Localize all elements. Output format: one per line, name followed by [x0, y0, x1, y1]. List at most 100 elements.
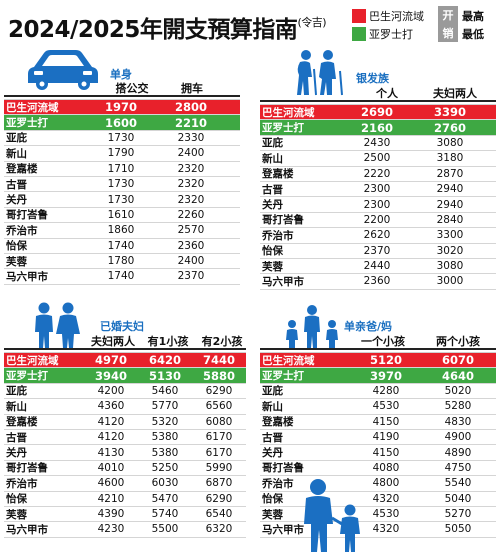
city-name: 巴生河流域 [6, 354, 59, 367]
cost-value: 2940 [436, 198, 464, 211]
panel-married: 已婚夫妇 夫妇两人 有1小孩 有2小孩 巴生河流域 4970 6420 7440 亚罗士… [0, 302, 250, 552]
cost-value: 3300 [436, 229, 464, 242]
table-row: 亚庇 4280 5020 [260, 384, 496, 400]
table-row: 哥打峇鲁 4080 4750 [260, 461, 496, 477]
cost-value: 4830 [444, 415, 472, 428]
city-name: 怡保 [262, 245, 283, 258]
panel-single: 单身 搭公交 拥车 巴生河流域 1970 2800 亚罗士打 1600 2210 亚庇 173… [0, 47, 245, 297]
table-row: 乔治市 2620 3300 [260, 228, 496, 244]
cost-value: 5040 [444, 492, 472, 505]
cost-value: 4120 [97, 431, 125, 444]
cost-value: 6290 [205, 384, 233, 397]
cost-value: 2160 [360, 120, 393, 135]
table-row: 芙蓉 4390 5740 6540 [4, 507, 246, 523]
cost-value: 2760 [433, 120, 466, 135]
cost-value: 4600 [97, 477, 125, 490]
cost-value: 2320 [177, 178, 205, 191]
city-name: 亚庇 [262, 385, 283, 398]
table-row: 怡保 2370 3020 [260, 244, 496, 259]
legend-highest-level: 最高 [462, 10, 484, 23]
title-unit: (令吉) [297, 16, 327, 29]
city-name: 关丹 [6, 447, 27, 460]
parent-child-icon [304, 479, 360, 552]
cost-value: 3940 [94, 368, 127, 383]
cost-value: 5540 [444, 477, 472, 490]
cost-value: 2320 [177, 162, 205, 175]
cost-value: 4230 [97, 523, 125, 536]
cost-value: 4970 [94, 353, 127, 368]
panel-single-parent: 单亲爸/妈 一个小孩 两个小孩 巴生河流域 5120 6070 亚罗士打 3970 464… [256, 302, 501, 552]
cost-value: 3080 [436, 136, 464, 149]
city-name: 关丹 [262, 199, 283, 212]
table-row: 关丹 4150 4890 [260, 445, 496, 461]
table-row: 亚庇 1730 2330 [4, 131, 240, 147]
column-header: 一个小孩 [361, 335, 405, 348]
table-row: 马六甲市 1740 2370 [4, 269, 240, 285]
city-name: 马六甲市 [6, 524, 48, 536]
legend-tag-top: 开 [442, 9, 454, 22]
city-name: 巴生河流域 [262, 354, 315, 367]
city-name: 乔治市 [6, 477, 38, 490]
cost-value: 6290 [205, 492, 233, 505]
cost-value: 4800 [372, 477, 400, 490]
city-name: 亚庇 [262, 137, 283, 150]
city-name: 关丹 [6, 194, 27, 207]
city-name: 登嘉楼 [6, 416, 38, 429]
cost-value: 4150 [372, 446, 400, 459]
cost-value: 1780 [107, 255, 135, 268]
header-rule [260, 348, 496, 350]
table-row: 亚庇 4200 5460 6290 [4, 384, 246, 400]
column-header: 夫妇两人 [433, 87, 477, 100]
cost-value: 3000 [436, 275, 464, 288]
table-single-parent: 巴生河流域 5120 6070 亚罗士打 3970 4640 亚庇 4280 5020 新山 453… [260, 352, 496, 538]
cost-value: 2300 [363, 198, 391, 211]
legend-lowest-label: 亚罗士打 [369, 27, 413, 41]
cost-value: 6320 [205, 523, 233, 536]
category-label: 单亲爸/妈 [344, 320, 393, 333]
cost-value: 2370 [363, 244, 391, 257]
cost-value: 2210 [174, 115, 207, 130]
cost-value: 2360 [363, 275, 391, 288]
cost-value: 6870 [205, 477, 233, 490]
table-row: 登嘉楼 2220 2870 [260, 167, 496, 182]
cost-value: 5770 [151, 400, 179, 413]
cost-value: 4210 [97, 492, 125, 505]
cost-value: 4900 [444, 431, 472, 444]
cost-value: 4320 [372, 523, 400, 536]
city-name: 马六甲市 [6, 271, 48, 283]
cost-value: 5990 [205, 461, 233, 474]
cost-value: 2800 [174, 100, 207, 115]
city-name: 新山 [6, 147, 27, 160]
cost-value: 3970 [369, 368, 402, 383]
cost-value: 6080 [205, 415, 233, 428]
cost-value: 1600 [104, 115, 137, 130]
cost-value: 4280 [372, 384, 400, 397]
table-row: 亚罗士打 3970 4640 [260, 368, 496, 384]
city-name: 亚罗士打 [6, 117, 48, 130]
table-row: 乔治市 4800 5540 [260, 476, 496, 492]
cost-value: 4320 [372, 492, 400, 505]
table-row: 乔治市 4600 6030 6870 [4, 476, 246, 492]
cost-value: 6030 [151, 477, 179, 490]
table-married: 巴生河流域 4970 6420 7440 亚罗士打 3940 5130 5880 亚庇 4200 5… [4, 352, 246, 538]
city-name: 新山 [6, 400, 27, 413]
table-row: 登嘉楼 4120 5320 6080 [4, 415, 246, 430]
cost-value: 5130 [148, 368, 181, 383]
city-name: 新山 [262, 400, 283, 413]
table-row: 芙蓉 2440 3080 [260, 259, 496, 275]
cost-value: 5380 [151, 431, 179, 444]
column-header: 搭公交 [115, 82, 149, 95]
city-name: 登嘉楼 [262, 416, 294, 429]
cost-value: 4530 [372, 400, 400, 413]
table-row: 新山 1790 2400 [4, 146, 240, 162]
cost-value: 2500 [363, 152, 391, 165]
cost-value: 6420 [148, 353, 181, 368]
column-header: 个人 [376, 87, 398, 100]
cost-value: 5460 [151, 384, 179, 397]
cost-value: 5020 [444, 384, 472, 397]
cost-value: 1740 [107, 239, 135, 252]
cost-value: 1860 [107, 224, 135, 237]
cost-value: 5380 [151, 446, 179, 459]
city-name: 乔治市 [6, 224, 38, 237]
table-row: 巴生河流域 4970 6420 7440 [4, 353, 246, 369]
